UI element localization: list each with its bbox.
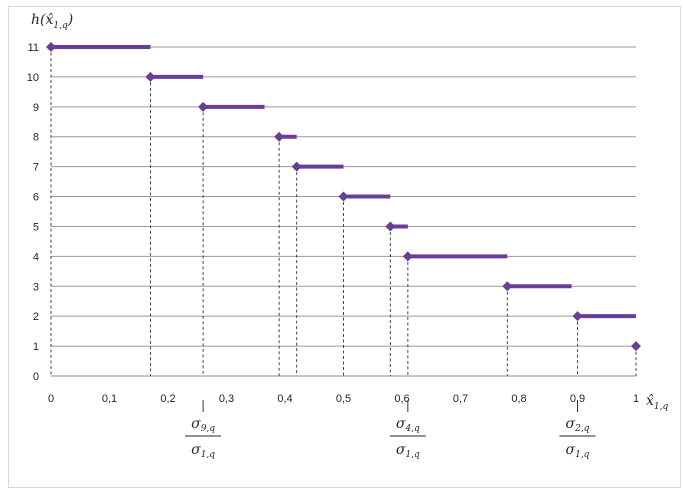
x-tick-label: 0,7 xyxy=(453,393,468,405)
data-point xyxy=(572,311,583,322)
fraction-denominator: σ1,q xyxy=(191,442,215,460)
fraction-denominator: σ1,q xyxy=(566,442,590,460)
sigma-fraction: σ9,q σ1,q xyxy=(185,416,222,460)
y-tick-label: 10 xyxy=(27,72,39,84)
x-tick-label: 0 xyxy=(48,393,54,405)
y-tick-label: 7 xyxy=(33,162,39,174)
data-point xyxy=(385,221,396,232)
data-point xyxy=(274,131,285,142)
fraction-numerator: σ4,q xyxy=(396,416,420,434)
y-tick-label: 4 xyxy=(33,251,39,263)
data-point xyxy=(46,42,56,52)
data-point xyxy=(198,101,209,112)
x-tick-label: 0,8 xyxy=(511,393,526,405)
data-point xyxy=(338,191,349,202)
data-point xyxy=(502,281,513,292)
y-tick-label: 8 xyxy=(33,132,39,144)
y-tick-label: 11 xyxy=(28,42,39,54)
x-tick-label: 0,5 xyxy=(336,393,351,405)
fraction-denominator: σ1,q xyxy=(396,442,420,460)
y-tick-label: 3 xyxy=(33,281,39,293)
x-tick-label: 0,9 xyxy=(570,393,585,405)
fraction-annotations: σ9,q σ1,q σ4,q σ1,q σ2,q σ1,q xyxy=(185,400,596,460)
x-axis-title: x̂1,q xyxy=(646,393,668,412)
x-tick-label: 0,1 xyxy=(102,393,117,405)
step-segments xyxy=(51,45,636,319)
y-axis-title: h(x̂1,q) xyxy=(31,12,73,31)
sigma-fraction: σ2,q σ1,q xyxy=(559,416,596,460)
x-tick-label: 0,6 xyxy=(394,393,409,405)
y-tick-label: 9 xyxy=(33,102,39,114)
sigma-fraction: σ4,q σ1,q xyxy=(389,416,426,460)
fraction-numerator: σ9,q xyxy=(191,416,215,434)
fraction-numerator: σ2,q xyxy=(566,416,590,434)
y-tick-label: 6 xyxy=(33,192,39,204)
x-tick-label: 1 xyxy=(633,393,639,405)
x-tick-label: 0,2 xyxy=(160,393,175,405)
x-tick-label: 0,3 xyxy=(219,393,234,405)
x-tick-labels: 0 0,1 0,2 0,3 0,4 0,5 0,6 0,7 0,8 0,9 1 xyxy=(48,393,639,405)
data-point xyxy=(145,71,156,82)
y-tick-label: 0 xyxy=(33,371,39,383)
chart-frame xyxy=(8,6,681,488)
drop-lines xyxy=(50,47,637,376)
x-tick-label: 0,4 xyxy=(277,393,292,405)
y-tick-label: 1 xyxy=(33,341,39,353)
y-tick-labels: 0 1 2 3 4 5 6 7 8 9 10 11 xyxy=(27,42,39,383)
data-point xyxy=(402,251,413,262)
data-points xyxy=(46,42,641,352)
y-tick-label: 5 xyxy=(33,221,39,233)
data-point xyxy=(631,341,641,352)
y-tick-label: 2 xyxy=(33,311,39,323)
grid-lines xyxy=(51,46,636,377)
data-point xyxy=(291,161,302,172)
